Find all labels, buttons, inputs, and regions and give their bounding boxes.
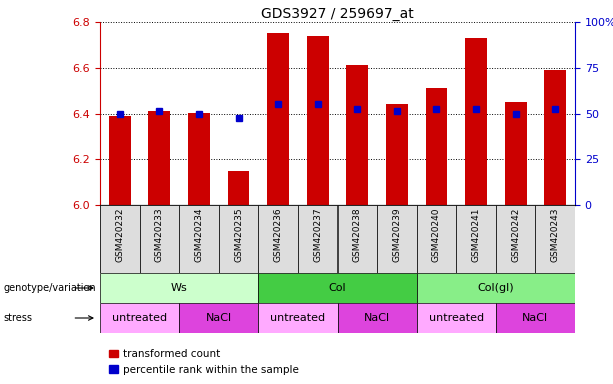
Text: genotype/variation: genotype/variation: [3, 283, 96, 293]
Text: GSM420243: GSM420243: [550, 208, 560, 262]
Bar: [100, 273, 258, 303]
Bar: [338, 205, 377, 273]
Text: NaCl: NaCl: [522, 313, 549, 323]
Bar: [258, 205, 298, 273]
Legend: transformed count, percentile rank within the sample: transformed count, percentile rank withi…: [105, 345, 303, 379]
Text: untreated: untreated: [270, 313, 326, 323]
Text: GSM420242: GSM420242: [511, 208, 520, 262]
Text: GSM420236: GSM420236: [273, 208, 283, 262]
Bar: [465, 38, 487, 205]
Text: GSM420237: GSM420237: [313, 208, 322, 262]
Bar: [227, 170, 249, 205]
Title: GDS3927 / 259697_at: GDS3927 / 259697_at: [261, 7, 414, 21]
Bar: [179, 303, 258, 333]
Text: Ws: Ws: [171, 283, 188, 293]
Text: NaCl: NaCl: [364, 313, 390, 323]
Bar: [140, 205, 179, 273]
Bar: [417, 303, 496, 333]
Bar: [425, 88, 447, 205]
Text: GSM420235: GSM420235: [234, 208, 243, 262]
Bar: [307, 36, 329, 205]
Text: GSM420233: GSM420233: [155, 208, 164, 262]
Bar: [504, 102, 527, 205]
Text: untreated: untreated: [428, 313, 484, 323]
Bar: [188, 114, 210, 205]
Bar: [109, 116, 131, 205]
Bar: [346, 65, 368, 205]
Text: GSM420240: GSM420240: [432, 208, 441, 262]
Bar: [535, 205, 575, 273]
Text: GSM420238: GSM420238: [353, 208, 362, 262]
Bar: [496, 205, 535, 273]
Text: GSM420232: GSM420232: [115, 208, 124, 262]
Bar: [258, 303, 338, 333]
Bar: [456, 205, 496, 273]
Text: GSM420234: GSM420234: [194, 208, 204, 262]
Bar: [377, 205, 417, 273]
Bar: [179, 205, 219, 273]
Bar: [544, 70, 566, 205]
Bar: [496, 303, 575, 333]
Text: stress: stress: [3, 313, 32, 323]
Bar: [298, 205, 338, 273]
Bar: [258, 273, 417, 303]
Bar: [267, 33, 289, 205]
Bar: [417, 273, 575, 303]
Bar: [338, 303, 417, 333]
Bar: [100, 303, 179, 333]
Bar: [417, 205, 456, 273]
Text: Col: Col: [329, 283, 346, 293]
Bar: [148, 111, 170, 205]
Bar: [100, 205, 140, 273]
Text: untreated: untreated: [112, 313, 167, 323]
Bar: [219, 205, 258, 273]
Text: GSM420239: GSM420239: [392, 208, 402, 262]
Text: NaCl: NaCl: [206, 313, 232, 323]
Bar: [386, 104, 408, 205]
Text: GSM420241: GSM420241: [471, 208, 481, 262]
Text: Col(gl): Col(gl): [478, 283, 514, 293]
